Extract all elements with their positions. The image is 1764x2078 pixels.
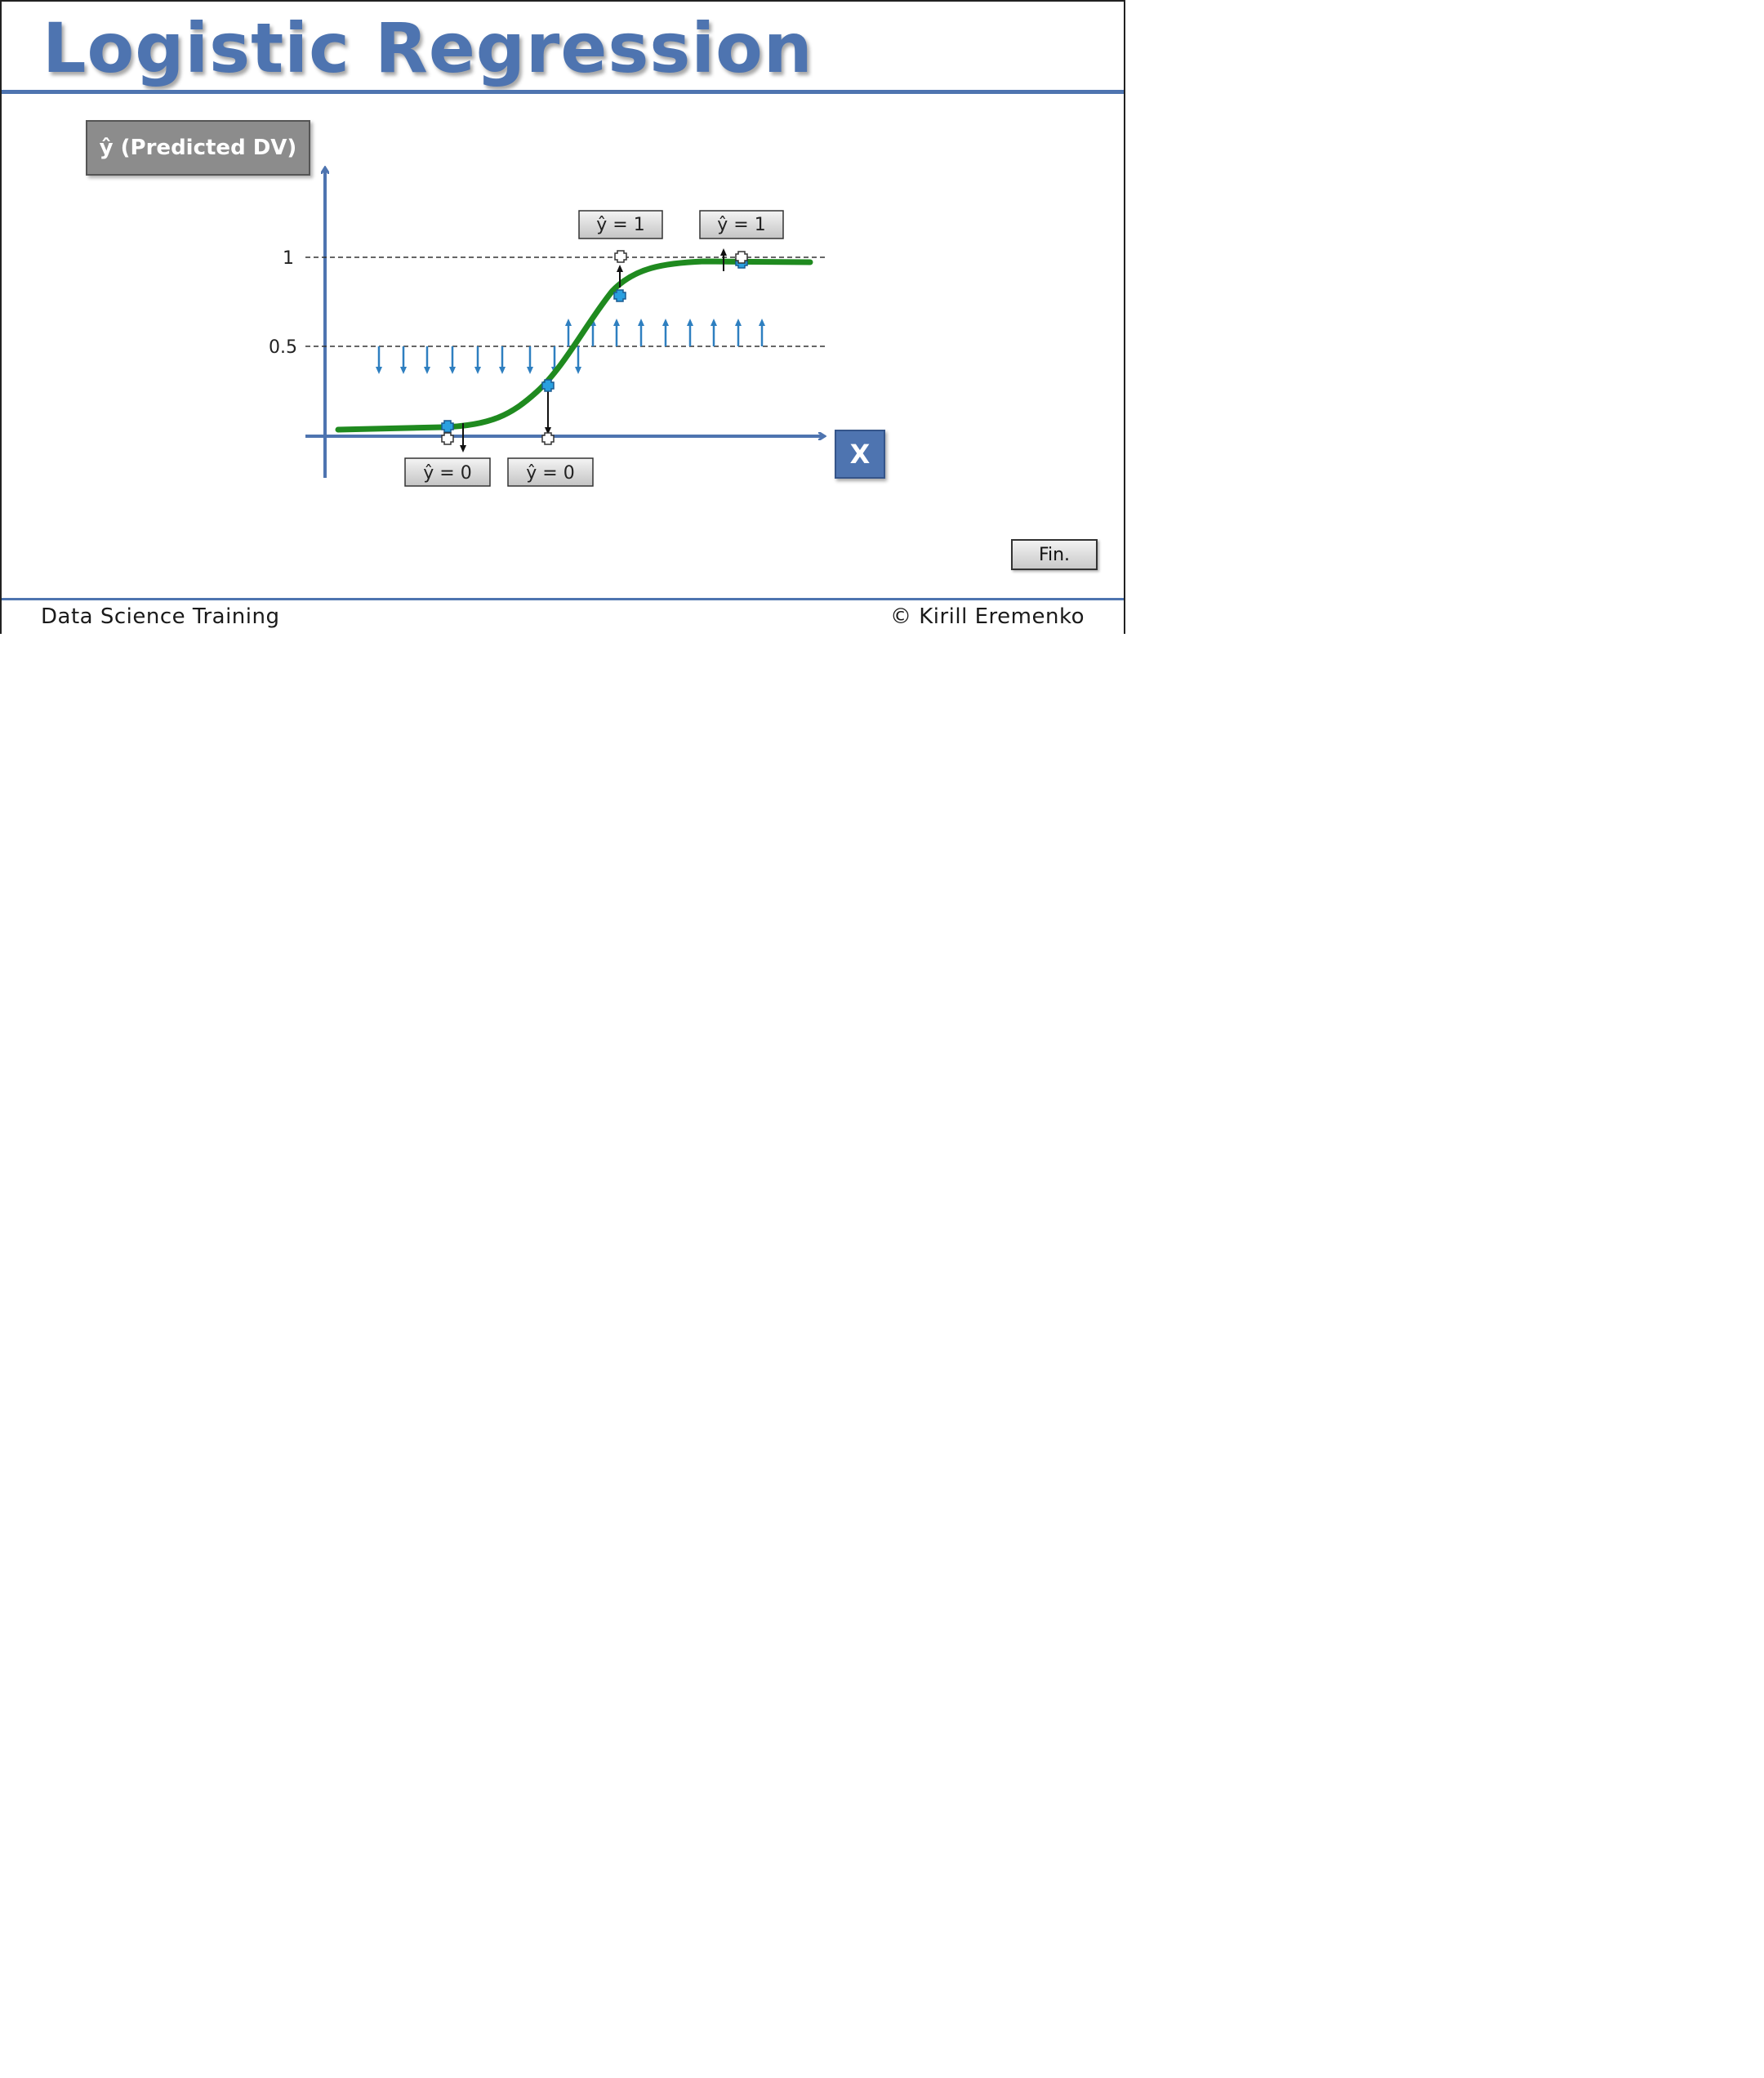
prediction-label-1: ŷ = 1 [578, 210, 663, 239]
prediction-label-4: ŷ = 0 [507, 457, 594, 487]
sigmoid-diagram: 1 0.5 ŷ = 1 ŷ = 1 ŷ = 0 ŷ = 0 [269, 2, 1125, 487]
x-axis-label: X [835, 430, 885, 479]
y-tick-1: 1 [283, 248, 294, 269]
threshold-up-arrows [565, 319, 765, 346]
svg-text:ŷ = 0: ŷ = 0 [423, 463, 471, 484]
projected-point-marker [614, 250, 627, 263]
curve-point-marker [441, 420, 454, 433]
curve-point-marker [541, 379, 555, 392]
page-title: Logistic Regression [42, 8, 813, 88]
y-tick-0-5: 0.5 [269, 337, 297, 358]
title-divider [2, 90, 1124, 94]
threshold-down-arrows [376, 346, 581, 374]
footer-right-text: © Kirill Eremenko [889, 604, 1085, 629]
curve-point-marker [613, 289, 626, 302]
prediction-label-3: ŷ = 0 [404, 457, 491, 487]
slide: Logistic Regression 1 0.5 [0, 0, 1125, 634]
svg-text:ŷ = 1: ŷ = 1 [717, 215, 765, 235]
sigmoid-curve [335, 258, 813, 433]
projected-point-marker [735, 251, 748, 264]
prediction-label-2: ŷ = 1 [699, 210, 784, 239]
footer-left-text: Data Science Training [41, 604, 280, 629]
svg-text:ŷ = 0: ŷ = 0 [526, 463, 574, 484]
projected-point-marker [541, 432, 555, 445]
footer-divider [2, 598, 1124, 600]
fin-button[interactable]: Fin. [1011, 539, 1098, 570]
projected-point-marker [441, 432, 454, 445]
y-axis-label: ŷ (Predicted DV) [86, 120, 310, 176]
svg-text:ŷ = 1: ŷ = 1 [596, 215, 644, 235]
